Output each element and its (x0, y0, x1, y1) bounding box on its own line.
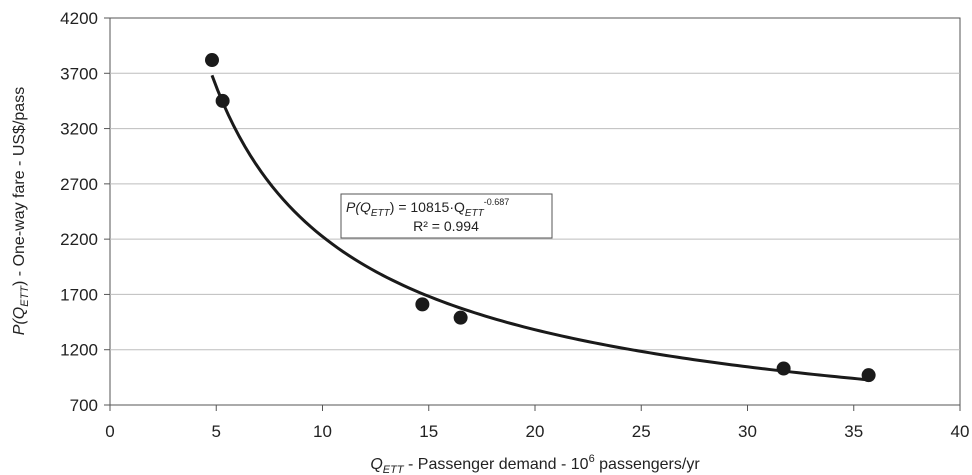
x-axis-title-tail: passengers/yr (595, 456, 701, 473)
data-point (415, 297, 430, 312)
x-tick-label: 0 (105, 422, 114, 441)
data-point (776, 361, 791, 376)
x-axis-title: QETT - Passenger demand - 106 passengers… (370, 453, 700, 475)
x-axis-title-sub: ETT (383, 464, 405, 475)
x-tick-label: 5 (212, 422, 221, 441)
y-tick-label: 1200 (60, 341, 98, 360)
x-axis-title-mid: - Passenger demand - 10 (404, 456, 589, 473)
x-tick-label: 40 (951, 422, 970, 441)
y-axis-title: P(QETT) - One-way fare - US$/pass (11, 87, 31, 335)
grid (110, 72, 960, 351)
x-axis-ticks: 0 5 10 15 20 25 30 35 40 (105, 405, 969, 441)
y-axis-ticks: 700 1200 1700 2200 2700 3200 3700 4200 (60, 9, 110, 415)
eq-sup: -0.687 (484, 197, 510, 207)
eq-pre: P(Q (346, 199, 371, 215)
x-tick-label: 25 (632, 422, 651, 441)
y-tick-label: 1700 (60, 285, 98, 304)
y-tick-label: 2700 (60, 175, 98, 194)
equation-text: P(QETT) = 10815·QETT-0.687 (346, 197, 509, 219)
data-point (453, 310, 468, 325)
y-tick-label: 700 (70, 396, 98, 415)
x-tick-label: 10 (313, 422, 332, 441)
data-points (205, 53, 876, 383)
y-tick-label: 2200 (60, 230, 98, 249)
trendline (210, 74, 869, 382)
x-tick-label: 35 (844, 422, 863, 441)
x-tick-label: 30 (738, 422, 757, 441)
data-point (215, 93, 230, 108)
data-point (861, 368, 876, 383)
x-axis-title-main: Q (370, 456, 382, 473)
y-tick-label: 3700 (60, 64, 98, 83)
x-tick-label: 15 (419, 422, 438, 441)
x-tick-label: 20 (526, 422, 545, 441)
x-axis-title-sup: 6 (589, 453, 595, 465)
r-squared-text: R² = 0.994 (413, 218, 479, 234)
y-tick-label: 3200 (60, 120, 98, 139)
eq-sub2: ETT (465, 208, 485, 219)
eq-sub1: ETT (371, 208, 391, 219)
data-point (205, 53, 219, 68)
y-axis-title-sub: ETT (19, 285, 31, 307)
equation-annotation: P(QETT) = 10815·QETT-0.687 R² = 0.994 (340, 193, 553, 239)
equation-box (340, 193, 553, 239)
y-axis-title-pre: P(Q (11, 307, 28, 335)
y-axis-title-tail: ) - One-way fare - US$/pass (11, 87, 28, 286)
y-tick-label: 4200 (60, 9, 98, 28)
eq-mid: ) = 10815·Q (390, 199, 465, 215)
